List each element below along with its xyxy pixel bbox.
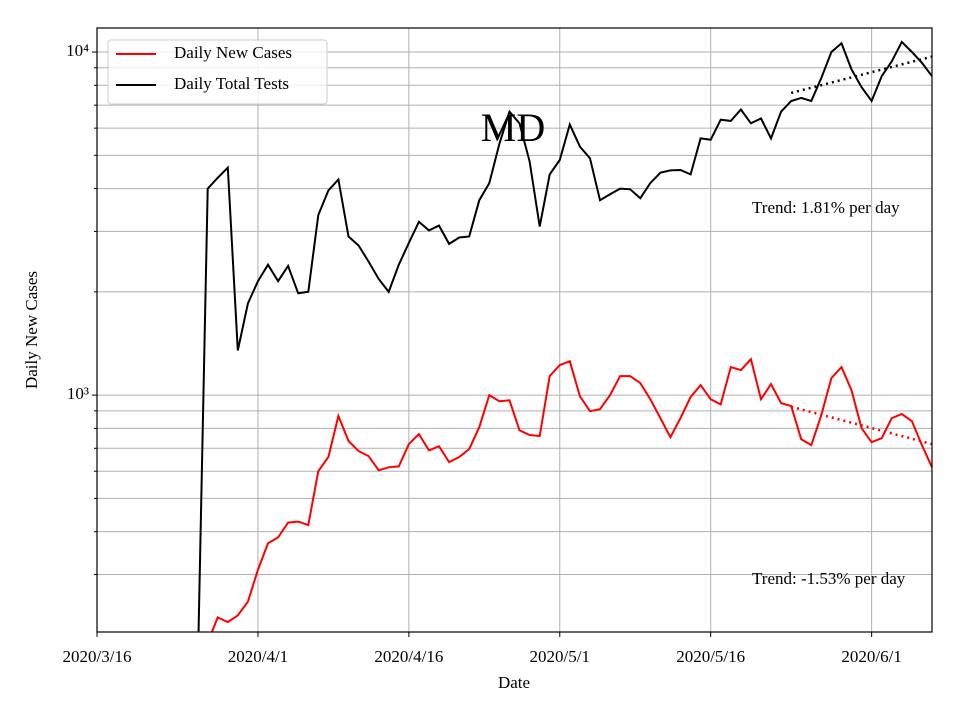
- legend-label: Daily Total Tests: [174, 74, 289, 93]
- x-tick-label: 2020/3/16: [63, 647, 132, 666]
- y-axis-label: Daily New Cases: [22, 271, 41, 389]
- x-axis-label: Date: [498, 673, 530, 692]
- trend-annotation: Trend: 1.81% per day: [752, 198, 900, 217]
- x-tick-label: 2020/5/16: [676, 647, 745, 666]
- y-tick-label: 10³: [67, 384, 89, 403]
- trend-line: [790, 405, 932, 446]
- trend-annotation: Trend: -1.53% per day: [752, 569, 906, 588]
- plot-lines: [197, 40, 932, 632]
- x-tick-label: 2020/6/1: [841, 647, 901, 666]
- trend-line: [790, 55, 932, 95]
- legend-box: [107, 39, 328, 105]
- data-line: [210, 357, 932, 632]
- x-tick-label: 2020/4/16: [374, 647, 443, 666]
- plot-frame: [96, 27, 933, 633]
- x-tick-label: 2020/5/1: [530, 647, 590, 666]
- x-tick-label: 2020/4/1: [228, 647, 288, 666]
- data-line: [197, 40, 932, 632]
- y-tick-label: 10⁴: [66, 41, 89, 60]
- chart-title: MD: [481, 105, 545, 150]
- legend-label: Daily New Cases: [174, 43, 292, 62]
